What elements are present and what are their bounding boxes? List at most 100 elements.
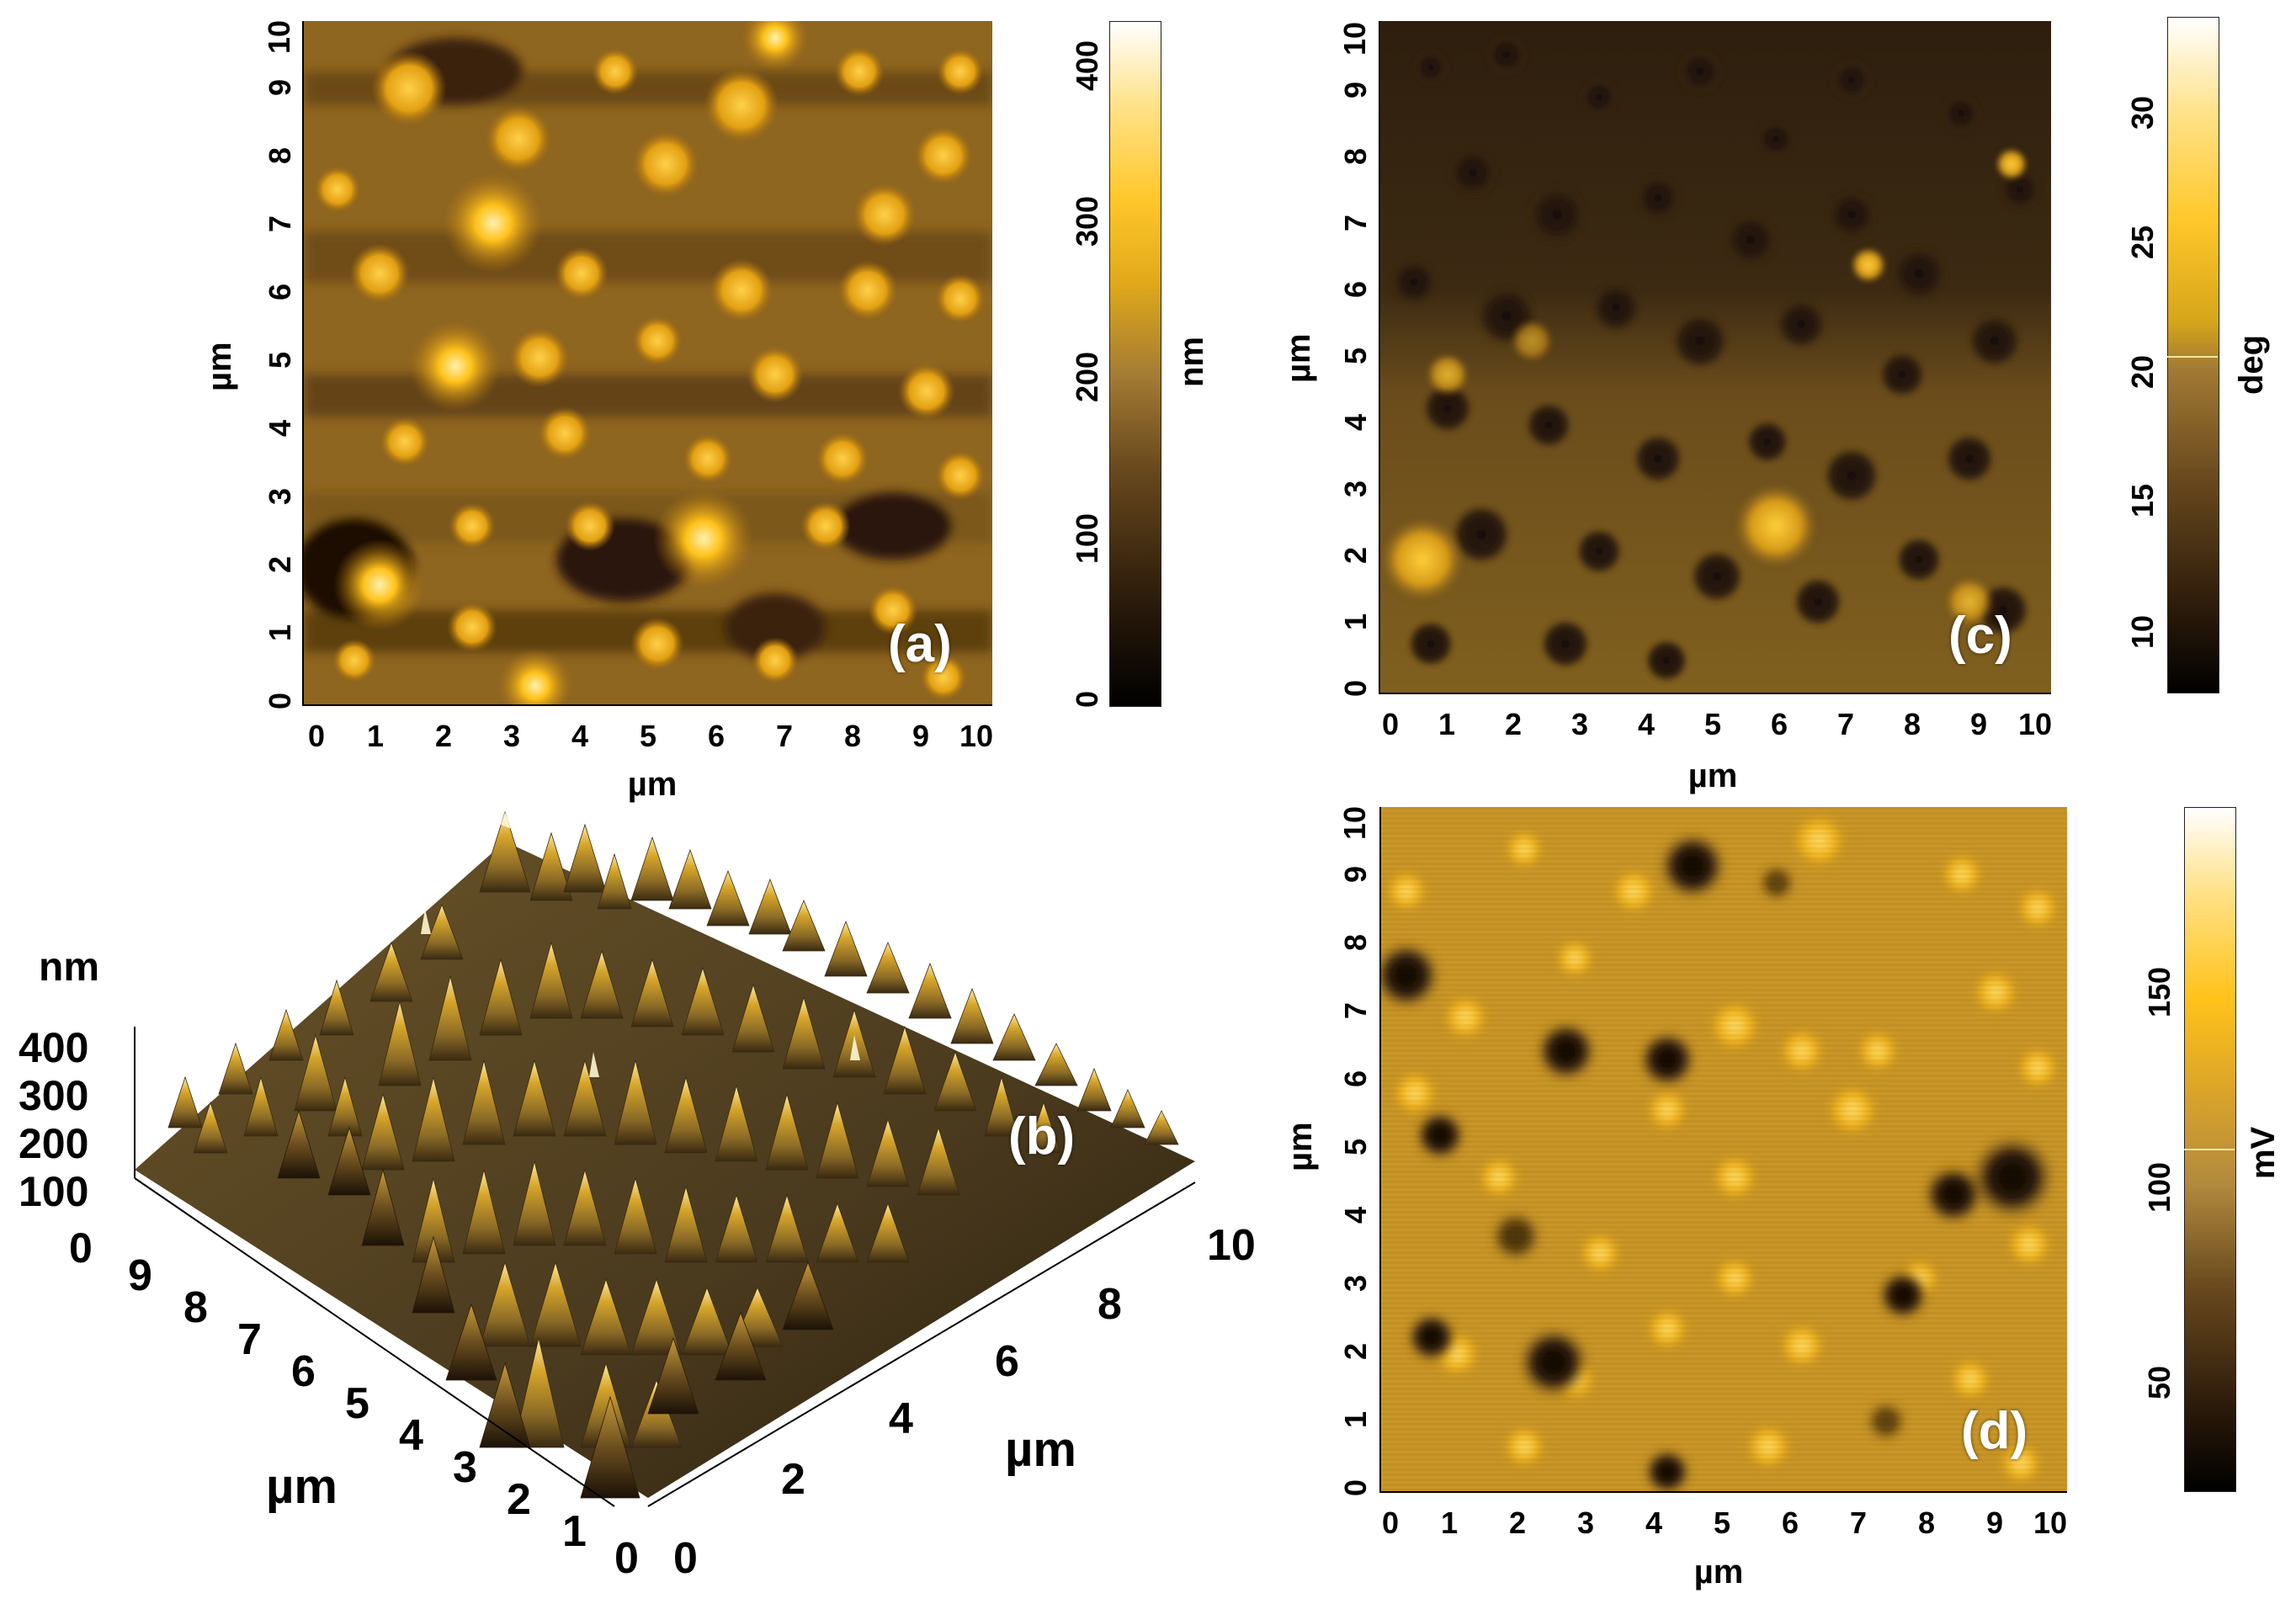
panel-a-y-tick: 9 [263, 78, 297, 97]
panel-a-y-tick: 4 [263, 419, 297, 438]
panel-c-cbar-tick: 20 [2125, 354, 2160, 390]
panel-a-x-tick: 5 [639, 719, 657, 753]
panel-a-y-label: µm [201, 342, 238, 391]
panel-a-x-tick: 6 [707, 719, 725, 753]
panel-c-y-label: µm [1280, 333, 1317, 383]
panel-c-x-tick: 6 [1770, 707, 1788, 741]
panel-d-cbar-unit: mV [2245, 1126, 2282, 1180]
panel-c-y-tick: 6 [1338, 280, 1373, 299]
panel-b-right-tick: 6 [995, 1337, 1019, 1386]
panel-a-x-tick: 9 [911, 719, 930, 753]
panel-b-right-tick: 8 [1098, 1280, 1122, 1329]
panel-d-y-tick: 4 [1338, 1206, 1373, 1224]
panel-a-y-tick: 6 [263, 283, 297, 301]
panel-d-cbar-tick: 150 [2142, 966, 2176, 1018]
panel-d-x-tick: 3 [1576, 1505, 1595, 1540]
panel-c-x-tick: 10 [2017, 707, 2053, 741]
panel-b-left-tick: 7 [237, 1315, 262, 1364]
panel-d-y-tick: 10 [1337, 805, 1372, 841]
panel-b-left-tick: 4 [399, 1411, 423, 1460]
panel-c-x-tick: 5 [1703, 707, 1722, 741]
panel-d-y-tick: 6 [1338, 1070, 1373, 1088]
panel-c-x-tick: 2 [1504, 707, 1523, 741]
panel-a-y-tick: 3 [263, 487, 297, 506]
panel-a-y-tick: 5 [263, 351, 297, 369]
panel-b-z-tick: 300 [19, 1072, 89, 1119]
panel-d-cbar-tick: 50 [2142, 1365, 2176, 1400]
panel-c-colorbar-marker [2167, 356, 2218, 358]
panel-c-y-tick: 4 [1338, 413, 1373, 432]
panel-b-left-tick: 9 [128, 1251, 152, 1300]
panel-a-cbar-unit: nm [1173, 337, 1210, 387]
panel-a-cbar-tick: 100 [1070, 512, 1104, 564]
panel-a-x-tick: 2 [434, 719, 453, 753]
panel-d-y-tick: 2 [1338, 1342, 1373, 1361]
panel-a-cbar-tick: 0 [1070, 690, 1104, 709]
panel-a-cbar-tick: 200 [1070, 351, 1104, 402]
panel-b-3d-surface [109, 808, 1271, 1548]
panel-d-x-tick: 6 [1781, 1505, 1799, 1540]
panel-c-x-tick: 3 [1571, 707, 1589, 741]
panel-b-left-axis-label: µm [266, 1459, 337, 1514]
panel-d-x-tick: 8 [1917, 1505, 1936, 1540]
panel-b-left-tick: 1 [562, 1507, 587, 1556]
panel-a-x-tick: 3 [502, 719, 521, 753]
panel-b-left-tick: 0 [614, 1534, 639, 1583]
panel-a-y-tick: 8 [263, 146, 297, 165]
panel-d-x-tick: 0 [1381, 1505, 1400, 1540]
panel-d-x-tick: 10 [2033, 1505, 2068, 1540]
panel-b-right-tick: 10 [1207, 1221, 1256, 1270]
panel-c-phase-map [1380, 21, 2051, 693]
panel-d-cbar-tick: 100 [2142, 1161, 2176, 1213]
panel-a-x-tick: 4 [571, 719, 589, 753]
panel-c-x-axis-line [1380, 693, 2051, 694]
panel-c-x-label: µm [1687, 757, 1738, 794]
panel-a-y-tick: 2 [263, 555, 297, 574]
panel-a-height-map [295, 4, 992, 724]
panel-d-x-tick: 7 [1849, 1505, 1868, 1540]
panel-b-right-tick: 4 [889, 1394, 913, 1443]
panel-b-left-tick: 2 [507, 1475, 531, 1524]
panel-b-left-tick: 8 [183, 1283, 208, 1332]
panel-a-cbar-tick: 300 [1070, 195, 1104, 247]
panel-c-y-tick: 0 [1338, 679, 1373, 698]
panel-a-x-tick: 10 [959, 719, 994, 753]
panel-c-y-tick: 9 [1338, 81, 1373, 99]
panel-a-x-label: µm [627, 766, 678, 803]
panel-c-y-tick: 5 [1338, 347, 1373, 365]
panel-b-left-tick: 5 [345, 1379, 369, 1428]
panel-b-left-tick: 6 [291, 1347, 316, 1396]
panel-b-left-tick: 3 [453, 1443, 477, 1492]
panel-c-y-tick: 8 [1338, 147, 1373, 166]
panel-a-x-tick: 7 [775, 719, 794, 753]
panel-b-right-tick: 2 [781, 1455, 805, 1504]
panel-a-y-tick: 10 [262, 19, 296, 55]
panel-a-y-tick: 1 [263, 624, 297, 642]
panel-d-x-axis-line [1381, 1491, 2067, 1493]
panel-d-y-tick: 1 [1338, 1410, 1373, 1429]
panel-d-x-tick: 1 [1440, 1505, 1459, 1540]
panel-a-x-tick: 0 [307, 719, 326, 753]
panel-a-tag: (a) [888, 615, 952, 673]
panel-c-cbar-unit: deg [2233, 334, 2270, 395]
panel-a-colorbar [1109, 21, 1161, 707]
panel-d-colorbar-marker [2184, 1149, 2235, 1150]
panel-b-tag: (b) [1008, 1107, 1076, 1166]
panel-c-colorbar [2167, 17, 2219, 693]
panel-d-y-tick: 7 [1338, 1001, 1373, 1020]
panel-c-cbar-tick: 25 [2125, 225, 2160, 260]
panel-d-x-tick: 5 [1713, 1505, 1731, 1540]
panel-c-y-tick: 10 [1337, 21, 1372, 56]
panel-a-y-tick: 7 [263, 215, 297, 233]
panel-d-y-tick: 9 [1338, 865, 1373, 884]
panel-c-x-tick: 7 [1836, 707, 1855, 741]
panel-a-y-tick: 0 [263, 692, 297, 710]
panel-b-right-tick: 0 [673, 1534, 698, 1583]
panel-d-y-axis-line [1379, 807, 1381, 1493]
panel-b-z-tick: 0 [69, 1224, 93, 1272]
panel-c-x-tick: 4 [1637, 707, 1656, 741]
panel-d-y-tick: 3 [1338, 1274, 1373, 1293]
panel-a-cbar-tick: 400 [1070, 40, 1104, 91]
panel-c-cbar-tick: 15 [2125, 483, 2160, 518]
panel-d-tag: (d) [1961, 1402, 2028, 1460]
